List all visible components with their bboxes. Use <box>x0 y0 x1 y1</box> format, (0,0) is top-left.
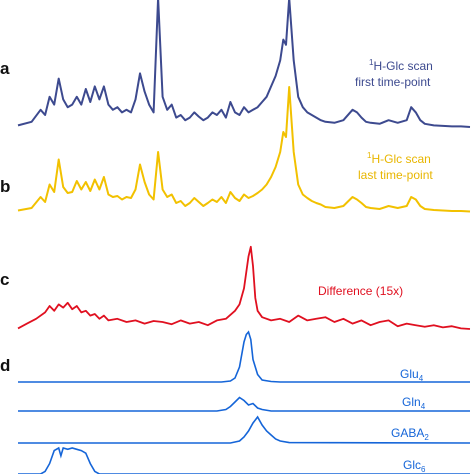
label-gln4-sub: 4 <box>421 402 426 411</box>
label-gln4-base: Gln <box>402 395 421 409</box>
spectrum-line-a <box>17 0 471 128</box>
panel-letter-b: b <box>0 177 10 196</box>
spectrum-line-b <box>17 86 471 213</box>
label-glu4-sub: 4 <box>419 374 424 383</box>
label-b-text: H-Glc scan <box>371 152 430 166</box>
label-glc6-base: Glc <box>403 458 421 472</box>
label-gln4: Gln4 <box>402 395 426 411</box>
spectrum-line-gln4 <box>18 396 470 412</box>
panel-letter-d: d <box>0 356 10 375</box>
panel-letter-c: c <box>0 270 9 289</box>
label-glc6: Glc6 <box>403 458 426 474</box>
label-glu4-base: Glu <box>400 367 419 381</box>
label-glu4: Glu4 <box>400 367 424 383</box>
label-a-line2: first time-point <box>355 75 431 89</box>
spectrum-line-c <box>17 245 471 330</box>
label-a-sup: 1 <box>369 58 374 67</box>
label-b-line2: last time-point <box>358 168 433 182</box>
label-c: Difference (15x) <box>318 284 403 298</box>
spectrum-line-glc6 <box>18 446 470 474</box>
label-b-line1: 1H-Glc scan <box>367 151 431 166</box>
spectrum-line-gaba2 <box>18 415 471 444</box>
spectrum-line-glu4 <box>18 330 470 383</box>
label-gaba2-base: GABA <box>391 426 424 440</box>
label-b-sup: 1 <box>367 151 372 160</box>
label-a-line1: 1H-Glc scan <box>369 58 433 73</box>
label-gaba2: GABA2 <box>391 426 429 442</box>
label-gaba2-sub: 2 <box>424 433 429 442</box>
label-a-text: H-Glc scan <box>373 59 432 73</box>
label-glc6-sub: 6 <box>421 465 426 474</box>
panel-letter-a: a <box>0 59 10 78</box>
